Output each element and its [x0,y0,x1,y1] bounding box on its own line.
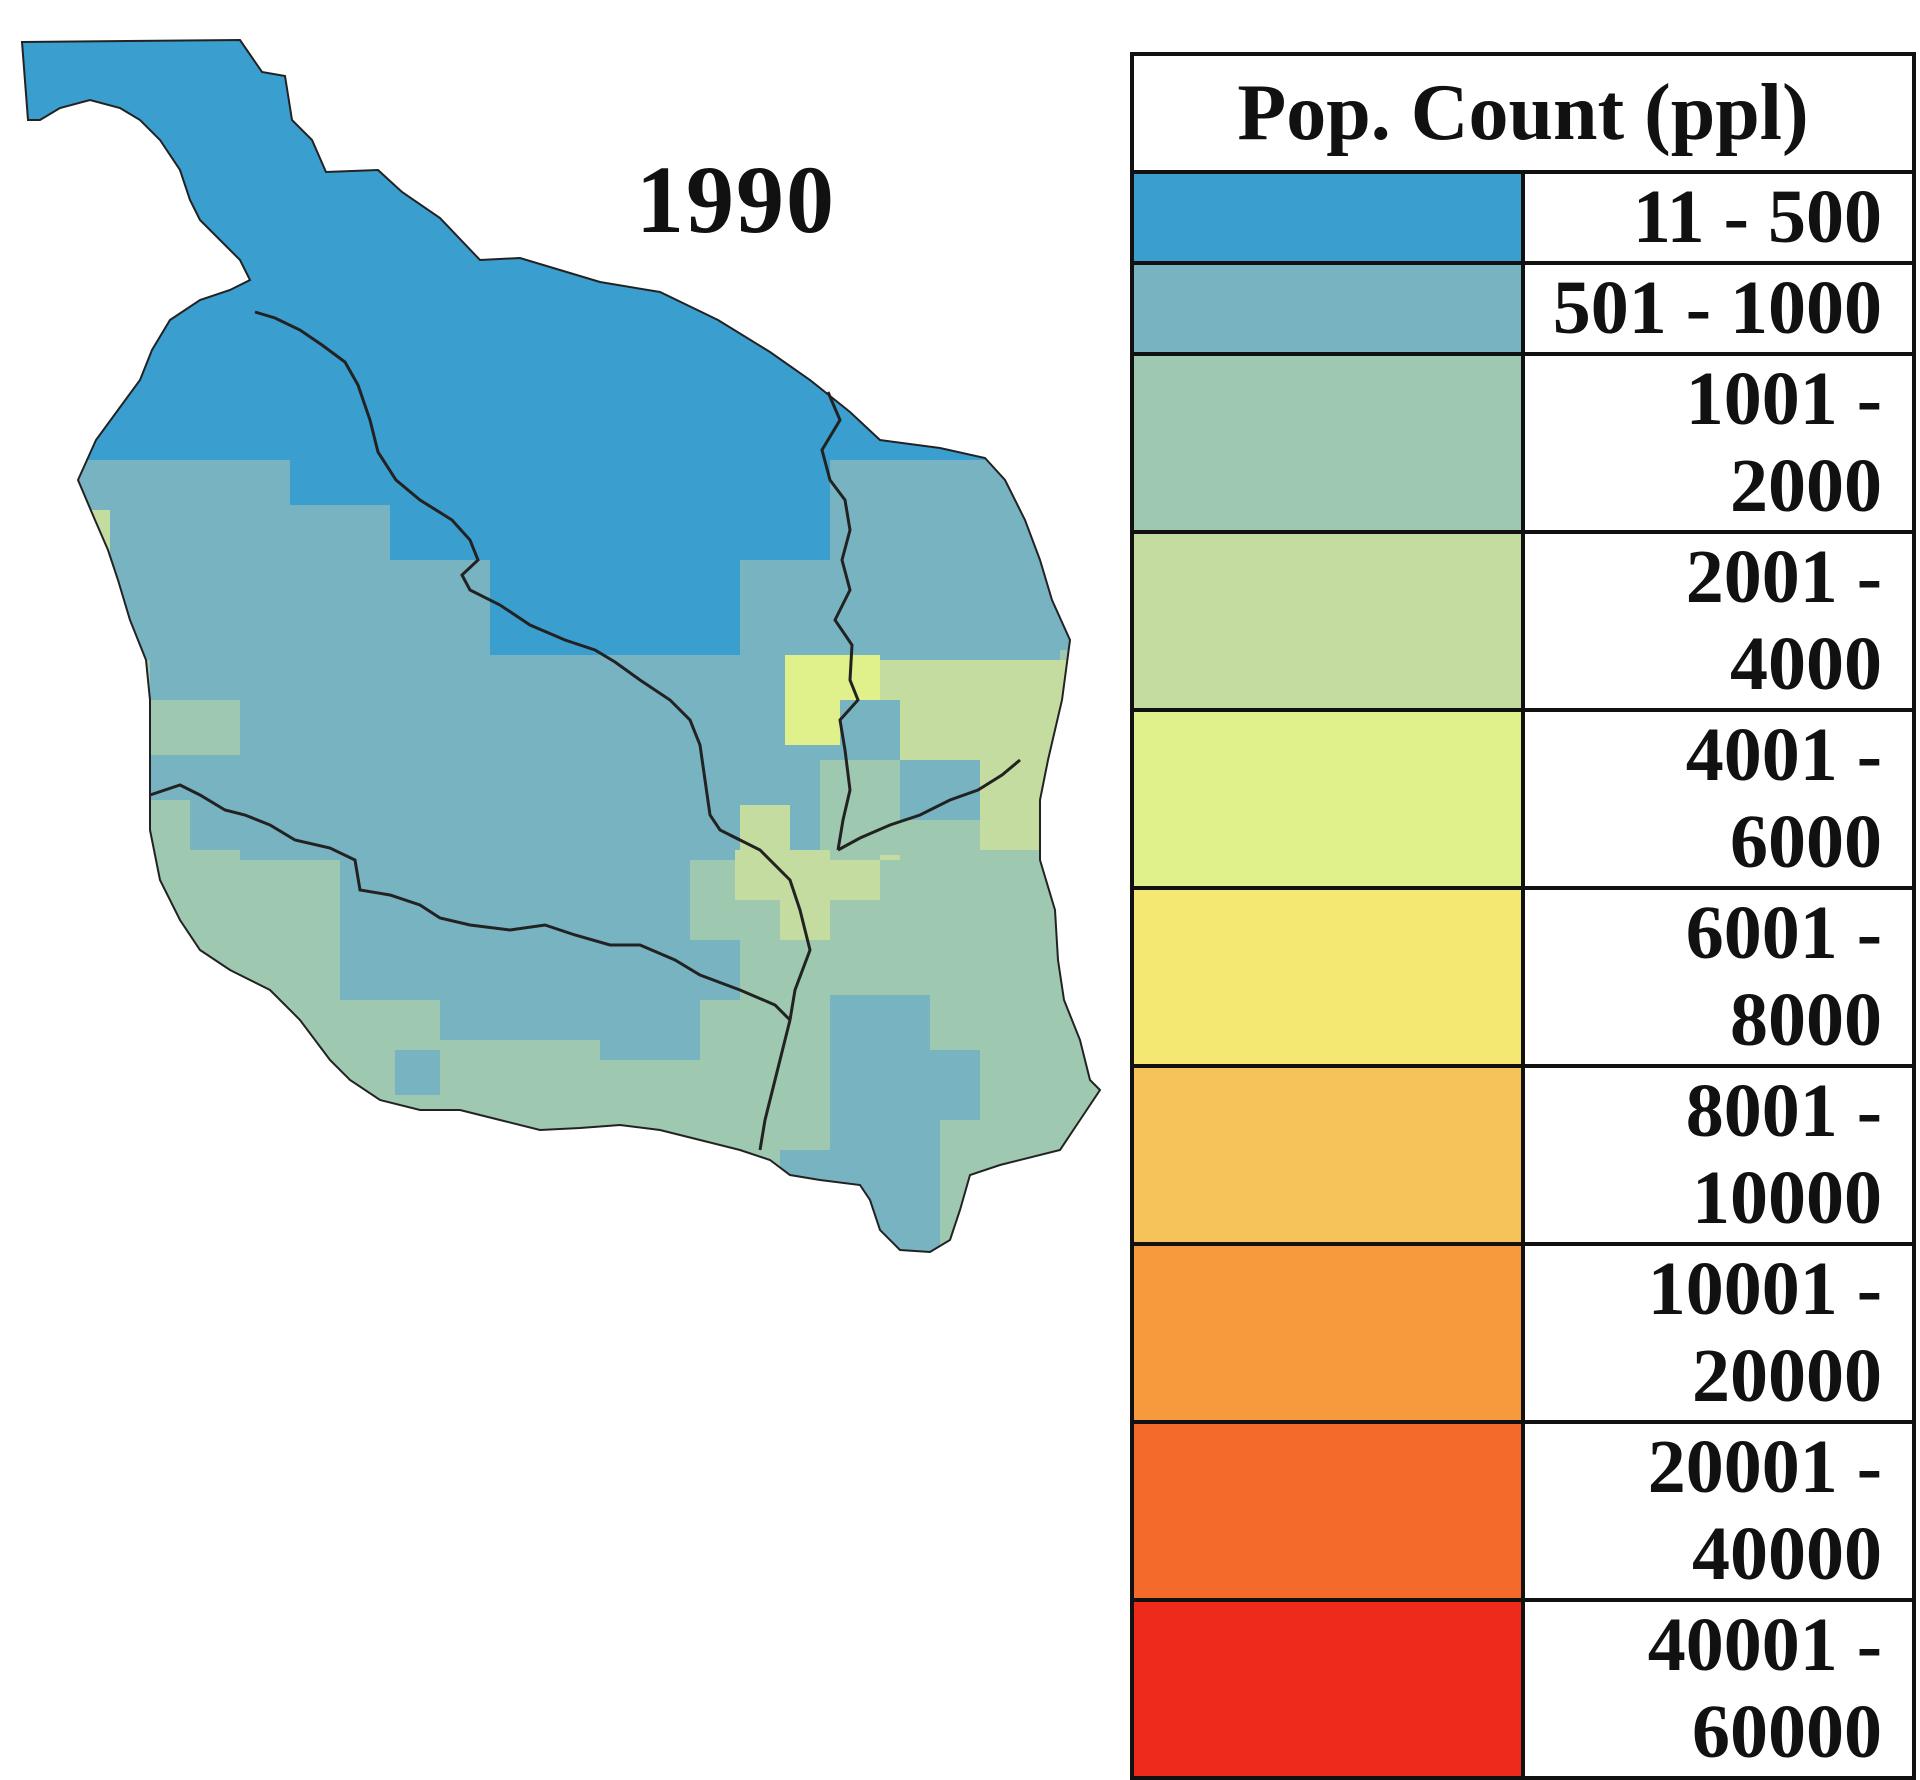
legend-swatch [1130,1242,1525,1424]
basin-outline [20,38,1102,1254]
legend-row: 2001 - 4000 [1130,530,1916,712]
legend-swatch [1130,1420,1525,1602]
legend-swatch [1130,170,1525,265]
legend-row: 8001 - 10000 [1130,1064,1916,1246]
subbasin-boundary-middle [149,783,792,1022]
legend-swatch [1130,886,1525,1068]
legend-label: 2001 - 4000 [1521,530,1916,712]
subbasin-boundary-south [729,833,812,1151]
legend-label: 40001 - 60000 [1521,1598,1916,1780]
legend-row: 6001 - 8000 [1130,886,1916,1068]
legend: Pop. Count (ppl) 11 - 500 501 - 1000 1001 … [1130,52,1916,1780]
legend-title: Pop. Count (ppl) [1130,52,1916,174]
legend-row: 501 - 1000 [1130,261,1916,356]
legend-swatch [1130,261,1525,356]
legend-row: 40001 - 60000 [1130,1598,1916,1780]
zone-501-1000-west [150,755,240,850]
legend-row: 10001 - 20000 [1130,1242,1916,1424]
zone-4001-6000 [785,655,880,745]
subbasin-boundary-southeast [837,758,1021,852]
legend-row: 4001 - 6000 [1130,708,1916,890]
subbasin-boundary-east [820,391,860,851]
legend-row: 20001 - 40000 [1130,1420,1916,1602]
legend-label: 10001 - 20000 [1521,1242,1916,1424]
map-title: 1990 [636,146,836,253]
zone-2001-4000-junction [735,850,830,900]
legend-label: 8001 - 10000 [1521,1064,1916,1246]
legend-swatch [1130,352,1525,534]
legend-swatch [1130,530,1525,712]
legend-swatch [1130,708,1525,890]
legend-row: 1001 - 2000 [1130,352,1916,534]
zone-501-1000-spot [395,1050,440,1095]
legend-label: 11 - 500 [1521,170,1916,265]
population-map [20,38,1102,1254]
subbasin-boundary-north [254,310,741,842]
legend-swatch [1130,1064,1525,1246]
legend-label: 6001 - 8000 [1521,886,1916,1068]
legend-label: 20001 - 40000 [1521,1420,1916,1602]
map-figure: 1990 Pop. Count (ppl) 11 - 500 501 - 1000… [20,38,1916,1780]
legend-label: 4001 - 6000 [1521,708,1916,890]
legend-row: 11 - 500 [1130,170,1916,265]
legend-label: 501 - 1000 [1521,261,1916,356]
legend-swatch [1130,1598,1525,1780]
legend-header-row: Pop. Count (ppl) [1130,52,1916,174]
legend-label: 1001 - 2000 [1521,352,1916,534]
